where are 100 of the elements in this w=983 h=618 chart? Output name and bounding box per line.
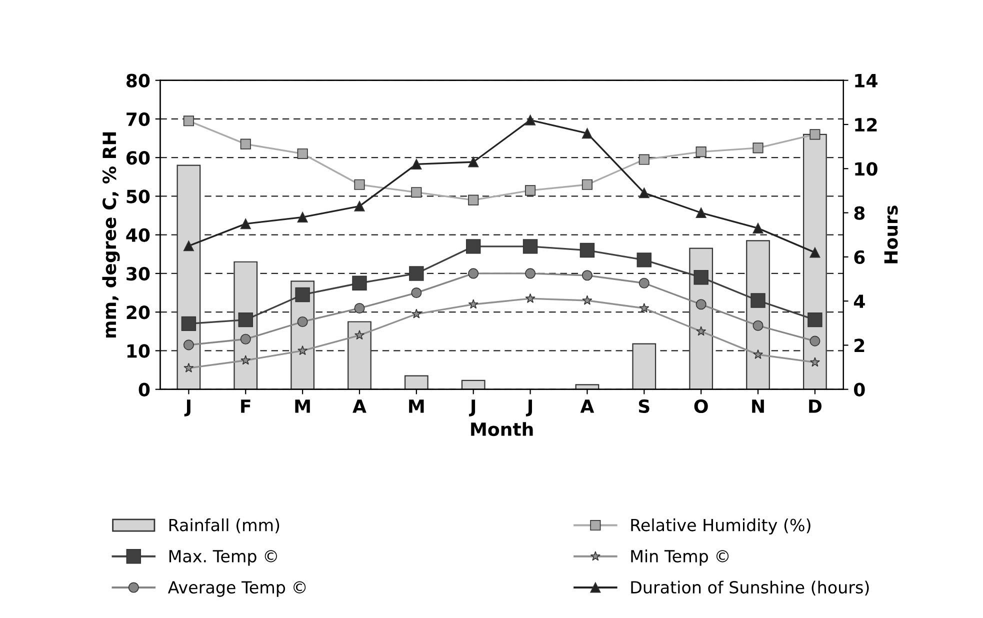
y-tick-label: 0 [138, 382, 150, 396]
x-tick-label: J [184, 400, 190, 416]
y2-tick-label: 2 [854, 338, 864, 352]
point [810, 247, 820, 258]
point [183, 340, 194, 350]
point [582, 295, 592, 305]
point [582, 270, 592, 281]
bar [404, 375, 428, 390]
point [184, 362, 194, 372]
x-axis-title: Month [471, 422, 533, 436]
point [750, 293, 766, 308]
x-tick-label: J [468, 400, 476, 416]
point [298, 345, 308, 356]
y-tick-label: 40 [126, 228, 150, 242]
legend-label: Duration of Sunshine (hours) [631, 580, 869, 596]
bar [461, 380, 486, 390]
point [468, 156, 479, 168]
x-tick-label: M [409, 400, 424, 413]
point [636, 252, 652, 268]
point [411, 308, 422, 318]
y2-tick-label: 0 [854, 382, 865, 396]
point [468, 194, 479, 206]
y-tick-label: 10 [127, 344, 150, 358]
point [354, 302, 365, 314]
point [638, 278, 650, 288]
y-tick-label: 30 [126, 266, 150, 281]
y2-tick-label: 12 [855, 118, 877, 132]
point [525, 268, 536, 279]
y-tick-label: 60 [126, 151, 150, 165]
legend-label: Max. Temp © [169, 550, 277, 566]
point [409, 266, 424, 281]
y-tick-label: 50 [126, 190, 150, 204]
point [240, 355, 251, 365]
x-tick-label: D [809, 400, 822, 413]
bar [632, 343, 656, 390]
y2-tick-label: 14 [855, 74, 878, 88]
point [354, 179, 365, 190]
point [238, 312, 253, 328]
point [354, 200, 365, 212]
point [297, 316, 308, 328]
legend-label: Relative Humidity (%) [631, 518, 810, 535]
y-tick-label: 20 [126, 306, 150, 320]
point [694, 270, 708, 285]
point [297, 148, 308, 160]
point [240, 218, 251, 230]
point [580, 242, 595, 258]
point [240, 138, 251, 150]
point [466, 239, 481, 254]
y-axis-title: mm, degree C, % RH [102, 132, 120, 338]
point [696, 299, 706, 310]
point [696, 207, 706, 218]
x-tick-label: A [580, 400, 594, 413]
point [240, 334, 251, 344]
x-tick-label: A [352, 400, 366, 413]
point [468, 299, 478, 309]
point [411, 158, 422, 170]
point [183, 116, 194, 126]
x-tick-label: J [526, 400, 532, 416]
point [582, 179, 592, 190]
point [810, 129, 820, 140]
bar [348, 321, 372, 390]
point [752, 142, 764, 154]
point [696, 326, 706, 336]
y2-tick-label: 6 [854, 250, 865, 264]
point [752, 222, 764, 234]
y2-tick-label: 10 [855, 162, 878, 176]
point [295, 287, 310, 302]
x-tick-label: F [241, 400, 250, 413]
point [354, 330, 365, 340]
point [411, 287, 422, 298]
point [468, 268, 479, 279]
y2-tick-label: 4 [854, 294, 865, 308]
bar [575, 384, 600, 390]
point [352, 276, 367, 290]
y2-tick-label: 8 [854, 206, 865, 220]
point [522, 239, 538, 254]
point [638, 188, 650, 198]
y-tick-label: 70 [126, 112, 150, 126]
point [181, 316, 196, 332]
bar [176, 164, 201, 390]
legend-label: Average Temp © [168, 581, 306, 597]
point [752, 320, 764, 331]
point [810, 357, 820, 367]
point [639, 302, 650, 313]
y2-axis-title: Hours [884, 206, 898, 264]
point [638, 154, 650, 165]
point [297, 212, 308, 222]
point [810, 336, 820, 346]
point [525, 185, 536, 196]
legend-label: Rainfall (mm) [169, 518, 280, 534]
point [411, 187, 422, 198]
y-tick-label: 80 [126, 74, 150, 88]
point [582, 128, 592, 139]
x-tick-label: S [638, 399, 650, 414]
x-tick-label: M [295, 400, 310, 413]
point [525, 114, 536, 126]
legend-label: Min Temp © [631, 550, 729, 566]
point [808, 312, 822, 328]
point [183, 240, 194, 252]
point [525, 293, 536, 303]
